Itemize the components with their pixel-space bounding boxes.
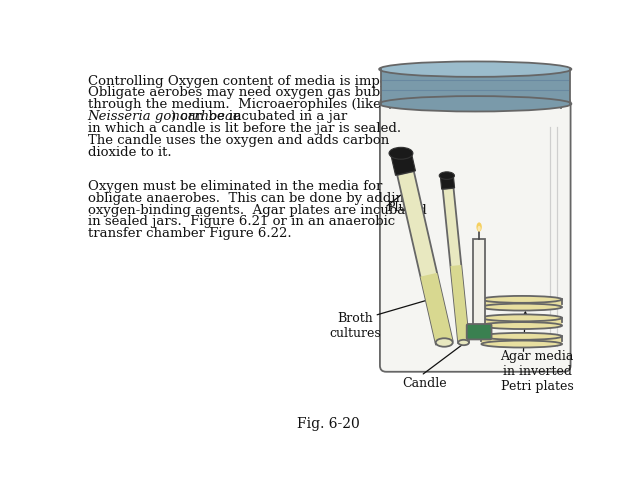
- Ellipse shape: [439, 172, 454, 180]
- Polygon shape: [397, 171, 452, 344]
- Ellipse shape: [379, 61, 572, 77]
- Ellipse shape: [458, 340, 469, 345]
- Polygon shape: [391, 151, 415, 175]
- Text: The candle uses the oxygen and adds carbon: The candle uses the oxygen and adds carb…: [88, 134, 389, 147]
- Ellipse shape: [481, 296, 562, 303]
- Bar: [481, 336, 562, 344]
- Bar: [473, 239, 485, 327]
- Text: obligate anaerobes.  This can be done by adding: obligate anaerobes. This can be done by …: [88, 192, 412, 204]
- Text: Plugs: Plugs: [386, 201, 421, 214]
- Text: Fig. 6-20: Fig. 6-20: [296, 417, 360, 431]
- Text: in sealed jars.  Figure 6.21 or in an anaerobic: in sealed jars. Figure 6.21 or in an ana…: [88, 216, 395, 228]
- Text: ) can be incubated in a jar: ) can be incubated in a jar: [172, 110, 348, 123]
- Ellipse shape: [481, 333, 562, 340]
- Text: through the medium.  Microaerophiles (like: through the medium. Microaerophiles (lik…: [88, 98, 381, 111]
- Text: Controlling Oxygen content of media is important.: Controlling Oxygen content of media is i…: [88, 74, 425, 87]
- Text: oxygen-binding agents.  Agar plates are incubated: oxygen-binding agents. Agar plates are i…: [88, 204, 426, 216]
- Ellipse shape: [481, 341, 562, 348]
- FancyBboxPatch shape: [467, 324, 492, 339]
- Ellipse shape: [436, 338, 452, 347]
- Ellipse shape: [389, 147, 413, 159]
- Text: Candle: Candle: [403, 377, 447, 390]
- Ellipse shape: [481, 304, 562, 311]
- Bar: [481, 300, 562, 307]
- Text: in which a candle is lit before the jar is sealed.: in which a candle is lit before the jar …: [88, 122, 401, 135]
- Polygon shape: [420, 273, 452, 344]
- Text: Broth
cultures: Broth cultures: [329, 312, 381, 340]
- Text: Agar media
in inverted
Petri plates: Agar media in inverted Petri plates: [500, 350, 574, 393]
- Text: Oxygen must be eliminated in the media for: Oxygen must be eliminated in the media f…: [88, 180, 382, 192]
- Text: Obligate aerobes may need oxygen gas bubbled: Obligate aerobes may need oxygen gas bub…: [88, 86, 409, 99]
- Text: Neisseria gonorrhoeae: Neisseria gonorrhoeae: [88, 110, 241, 123]
- Polygon shape: [443, 188, 469, 343]
- Ellipse shape: [476, 222, 482, 232]
- Text: transfer chamber Figure 6.22.: transfer chamber Figure 6.22.: [88, 228, 291, 240]
- Bar: [390, 102, 561, 110]
- Bar: [381, 69, 570, 104]
- Text: dioxide to it.: dioxide to it.: [88, 146, 172, 159]
- Bar: [481, 318, 562, 325]
- Ellipse shape: [481, 322, 562, 329]
- Ellipse shape: [477, 226, 481, 231]
- Polygon shape: [451, 265, 469, 343]
- FancyBboxPatch shape: [380, 97, 571, 372]
- Ellipse shape: [481, 314, 562, 321]
- Ellipse shape: [379, 96, 572, 111]
- Polygon shape: [440, 175, 454, 189]
